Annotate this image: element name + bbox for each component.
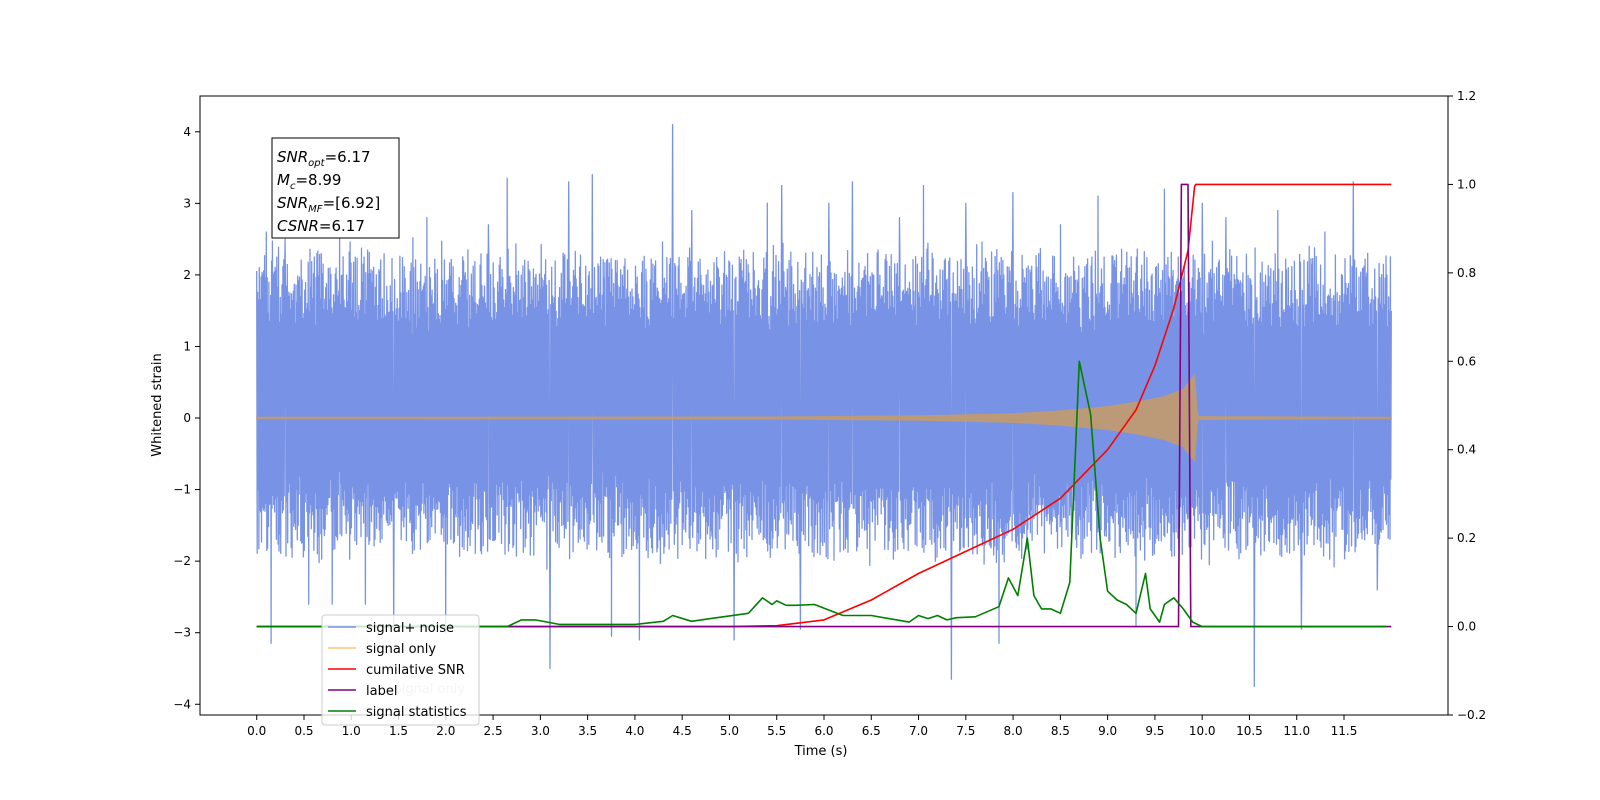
y-tick-label: 1 — [183, 339, 191, 353]
x-tick-label: 0.0 — [247, 724, 266, 738]
x-tick-label: 7.5 — [956, 724, 975, 738]
x-tick-label: 1.0 — [342, 724, 361, 738]
series-layer — [256, 123, 1392, 688]
y-tick-label: −4 — [173, 697, 191, 711]
y-axis-left: 4 3 2 1 0 −1 −2 −3 −4 — [173, 125, 200, 711]
x-tick-label: 1.5 — [389, 724, 408, 738]
y2-tick-label: 0.2 — [1457, 531, 1476, 545]
x-tick-label: 4.5 — [673, 724, 692, 738]
legend-label: signal statistics — [366, 705, 467, 720]
y-tick-label: 4 — [183, 125, 191, 139]
y-tick-label: −1 — [173, 483, 191, 497]
x-tick-label: 10.5 — [1236, 724, 1263, 738]
y2-tick-label: −0.2 — [1457, 708, 1486, 722]
y2-tick-label: 0.4 — [1457, 443, 1476, 457]
annotation-frame — [271, 137, 400, 239]
y-tick-label: −2 — [173, 554, 191, 568]
series-signal-statistics — [256, 360, 1387, 628]
x-tick-label: 2.5 — [484, 724, 503, 738]
x-tick-label: 10.0 — [1189, 724, 1216, 738]
x-tick-label: 11.5 — [1331, 724, 1358, 738]
y2-tick-label: 0.0 — [1457, 620, 1476, 634]
series-signal-only — [256, 373, 1392, 463]
y2-tick-label: 0.8 — [1457, 266, 1476, 280]
annotation-line: Mc=8.99 — [277, 171, 341, 192]
x-tick-label: 3.5 — [578, 724, 597, 738]
y2-tick-label: 1.2 — [1457, 89, 1476, 103]
legend-label: signal only — [366, 642, 436, 657]
x-axis: 0.0 0.5 1.0 1.5 2.0 2.5 3.0 3.5 4.0 4.5 5.0 5.5 6.0 6… — [247, 715, 1357, 738]
y2-tick-label: 0.6 — [1457, 354, 1476, 368]
y-axis-right: 1.2 1.0 0.8 0.6 0.4 0.2 0.0 −0.2 — [1448, 89, 1486, 722]
series-cumulative-snr — [256, 183, 1392, 628]
y-tick-label: −3 — [173, 626, 191, 640]
x-tick-label: 11.0 — [1283, 724, 1310, 738]
y-tick-label: 2 — [183, 268, 191, 282]
x-axis-label: Time (s) — [794, 744, 848, 759]
x-tick-label: 4.0 — [625, 724, 644, 738]
series-signal-plus-noise — [256, 123, 1392, 688]
annotation-line: CSNR=6.17 — [277, 217, 365, 235]
x-tick-label: 8.5 — [1051, 724, 1070, 738]
x-tick-label: 6.0 — [814, 724, 833, 738]
y-axis-label: Whitened strain — [150, 353, 165, 456]
legend-frame — [321, 614, 480, 726]
annotation-line: SNRMF=[6.92] — [277, 194, 380, 215]
x-tick-label: 5.0 — [720, 724, 739, 738]
legend-label: cumilative SNR — [366, 663, 465, 678]
x-tick-label: 3.0 — [531, 724, 550, 738]
y-tick-label: 0 — [183, 411, 191, 425]
x-tick-label: 7.0 — [909, 724, 928, 738]
x-tick-label: 9.0 — [1098, 724, 1117, 738]
x-tick-label: 9.5 — [1145, 724, 1164, 738]
x-tick-label: 8.0 — [1004, 724, 1023, 738]
x-tick-label: 6.5 — [862, 724, 881, 738]
legend-label: label — [366, 684, 397, 699]
y2-tick-label: 1.0 — [1457, 177, 1476, 191]
y-tick-label: 3 — [183, 196, 191, 210]
x-tick-label: 0.5 — [294, 724, 313, 738]
annotation-line: SNRopt=6.17 — [277, 148, 371, 169]
x-tick-label: 2.0 — [436, 724, 455, 738]
legend-label: signal+ noise — [366, 621, 454, 636]
x-tick-label: 5.5 — [767, 724, 786, 738]
